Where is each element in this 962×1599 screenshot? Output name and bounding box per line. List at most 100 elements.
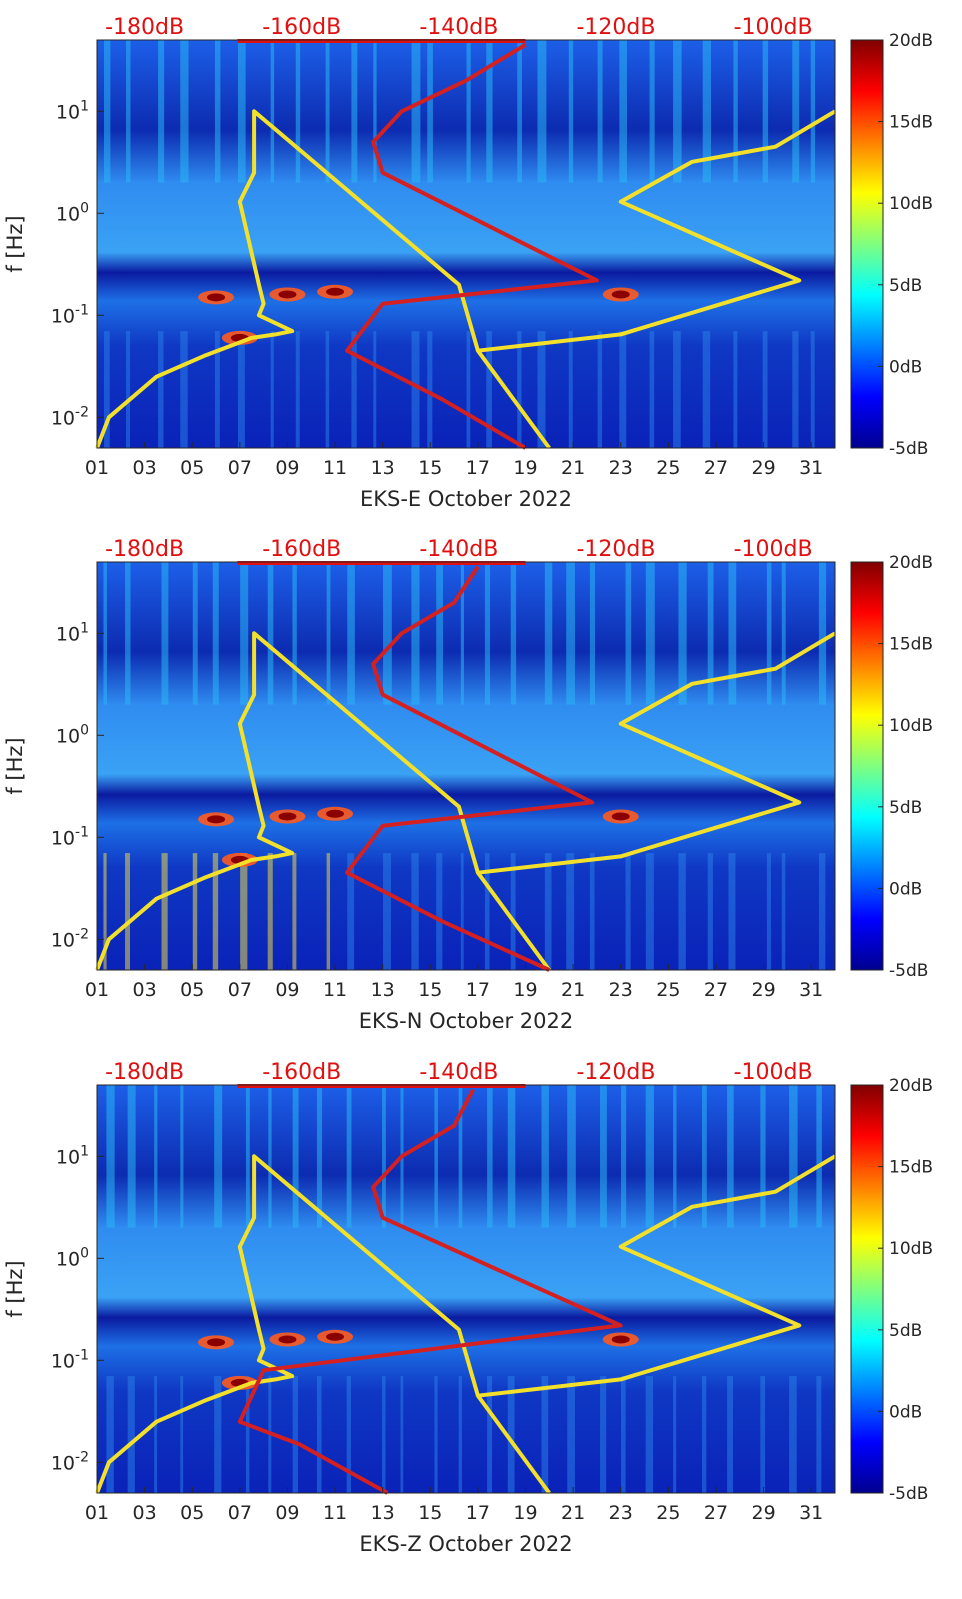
spectral-streak <box>125 853 130 970</box>
spectral-streak <box>104 331 110 448</box>
top-db-label: -100dB <box>734 537 813 562</box>
spectral-streak <box>649 331 655 448</box>
spectral-streak <box>537 40 547 183</box>
panel-2: 01 03 05 07 09 11 13 15 17 19 21 23 25 27 29 31 10-2 10-1… <box>3 537 933 1033</box>
spectral-streak <box>240 853 248 970</box>
spectral-streak <box>541 1376 549 1493</box>
spectral-streak <box>649 40 655 183</box>
spectral-streak <box>645 1085 654 1228</box>
spectral-streak <box>154 1085 158 1228</box>
spectral-streak <box>237 331 245 448</box>
spectral-streak <box>158 331 164 448</box>
spectral-streak <box>568 331 573 448</box>
spectral-streak <box>645 1376 654 1493</box>
energy-hotspot-core <box>611 812 630 821</box>
spectrogram-background <box>97 562 835 970</box>
spectral-streak <box>180 1085 184 1228</box>
spectral-streak <box>762 40 769 183</box>
x-tick-label: 13 <box>371 457 395 479</box>
spectral-streak <box>161 562 169 705</box>
colorbar <box>850 39 884 449</box>
spectral-streak <box>126 40 131 183</box>
energy-hotspot-core <box>326 287 345 296</box>
spectrogram-background <box>97 40 835 448</box>
top-db-label: -120dB <box>576 15 655 40</box>
x-tick-label: 27 <box>704 979 728 1001</box>
spectral-streak <box>346 1085 352 1228</box>
spectral-streak <box>620 1376 626 1493</box>
spectral-streak <box>411 562 420 705</box>
x-tick-label: 23 <box>609 457 633 479</box>
spectral-streak <box>427 331 433 448</box>
spectral-streak <box>161 853 168 970</box>
spectral-streak <box>487 1085 493 1228</box>
energy-hotspot-core <box>278 290 297 299</box>
spectral-streak <box>158 40 165 183</box>
spectral-streak <box>434 1085 438 1228</box>
spectral-streak <box>268 1085 272 1228</box>
spectral-streak <box>818 853 826 970</box>
spectral-streak <box>544 853 552 970</box>
x-tick-label: 31 <box>799 979 823 1001</box>
spectral-streak <box>460 853 464 970</box>
x-tick-label: 07 <box>228 457 252 479</box>
spectral-streak <box>728 853 736 970</box>
y-tick-label: 10-2 <box>51 926 89 951</box>
top-db-label: -180dB <box>105 1060 184 1085</box>
spectral-streak <box>810 331 815 448</box>
x-tick-label: 19 <box>513 1502 537 1524</box>
colorbar-tick-label: 10dB <box>889 716 933 736</box>
top-db-label: -100dB <box>734 1060 813 1085</box>
spectral-streak <box>566 562 575 705</box>
spectrogram-background <box>97 1085 835 1493</box>
spectral-streak <box>702 331 711 448</box>
spectral-streak <box>645 562 655 705</box>
spectral-streak <box>673 1085 677 1228</box>
spectral-streak <box>589 853 595 970</box>
spectral-streak <box>292 853 297 970</box>
spectral-streak <box>180 331 188 448</box>
colorbar-tick-label: -5dB <box>889 961 928 981</box>
spectral-streak <box>245 1085 250 1228</box>
energy-hotspot-core <box>207 293 226 302</box>
top-db-label: -140dB <box>419 1060 498 1085</box>
spectral-streak <box>781 562 786 705</box>
spectral-streak <box>180 40 189 183</box>
colorbar-tick-label: 20dB <box>889 553 933 573</box>
spectral-streak <box>326 853 331 970</box>
spectral-streak <box>766 562 772 705</box>
spectral-streak <box>728 562 737 705</box>
spectral-streak <box>733 331 738 448</box>
spectral-streak <box>292 1085 299 1228</box>
x-tick-label: 03 <box>133 1502 157 1524</box>
x-tick-label: 01 <box>85 1502 109 1524</box>
spectral-streak <box>292 1376 298 1493</box>
spectral-streak <box>214 1376 222 1493</box>
x-tick-label: 11 <box>323 1502 347 1524</box>
spectral-streak <box>400 1376 404 1493</box>
spectral-streak <box>383 562 392 705</box>
spectral-streak <box>214 331 220 448</box>
spectral-streak <box>766 853 771 970</box>
spectral-streak <box>792 40 800 183</box>
spectral-streak <box>347 853 355 970</box>
noise-model-line-1 <box>95 1154 551 1495</box>
y-axis-label: f [Hz] <box>3 1260 27 1317</box>
x-tick-label: 05 <box>180 1502 204 1524</box>
spectral-streak <box>818 562 827 705</box>
x-tick-label: 17 <box>466 457 490 479</box>
spectral-streak <box>295 331 300 448</box>
x-tick-label: 29 <box>751 457 775 479</box>
x-tick-label: 01 <box>85 979 109 1001</box>
colorbar-tick-label: 5dB <box>889 1321 922 1341</box>
x-axis-label: EKS-E October 2022 <box>360 487 572 511</box>
energy-hotspot-core <box>611 290 630 299</box>
colorbar-tick-label: 20dB <box>889 1076 933 1096</box>
spectral-streak <box>517 40 522 183</box>
spectral-streak <box>727 1085 734 1228</box>
spectral-streak <box>507 1376 515 1493</box>
spectral-streak <box>192 562 198 705</box>
spectral-streak <box>541 1085 549 1228</box>
top-db-label: -120dB <box>576 1060 655 1085</box>
